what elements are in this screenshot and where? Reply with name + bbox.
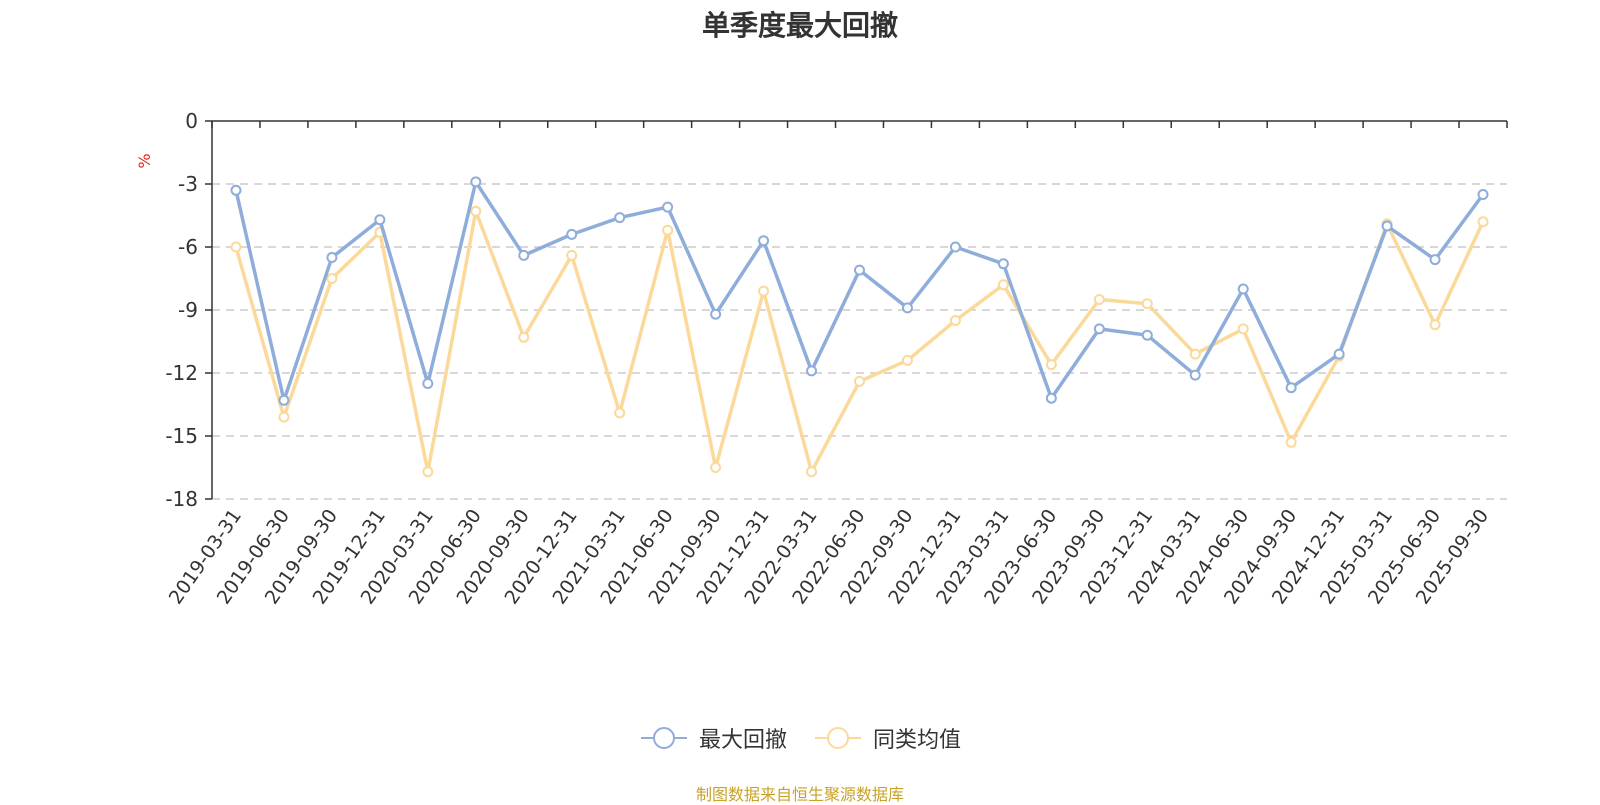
data-point	[662, 224, 674, 236]
legend-marker-icon	[815, 727, 861, 749]
data-point	[326, 252, 338, 263]
data-point	[710, 308, 722, 320]
legend-label: 最大回撤	[698, 728, 787, 753]
data-point	[1477, 189, 1489, 200]
data-point	[278, 411, 290, 423]
data-point	[1189, 348, 1201, 360]
y-tick-label: -15	[165, 424, 198, 448]
data-point	[1093, 323, 1105, 335]
data-point	[1285, 436, 1297, 448]
data-point	[710, 462, 722, 473]
data-point	[566, 249, 578, 261]
y-axis-unit: %	[135, 153, 154, 168]
y-tick-label: -6	[178, 235, 198, 259]
data-point	[1141, 298, 1153, 310]
legend-marker-icon	[640, 727, 687, 749]
legend-item-series-1[interactable]: 最大回撤	[639, 722, 787, 754]
data-point	[1237, 283, 1249, 295]
data-point	[1045, 392, 1057, 404]
data-point	[1189, 369, 1201, 381]
data-point	[758, 235, 770, 247]
data-point	[997, 258, 1009, 270]
data-point	[1093, 294, 1105, 305]
y-tick-label: -18	[165, 487, 198, 511]
data-point	[518, 331, 530, 343]
y-tick-label: -9	[178, 298, 198, 322]
data-point	[614, 407, 626, 419]
series-layer	[230, 176, 1489, 478]
legend-item-series-2[interactable]: 同类均值	[813, 722, 961, 754]
data-point	[566, 228, 578, 240]
data-point	[997, 279, 1009, 291]
data-point	[470, 205, 482, 217]
series-line	[234, 209, 1485, 474]
data-point	[518, 249, 530, 261]
series-1	[230, 176, 1489, 406]
data-point	[901, 354, 913, 366]
legend: 最大回撤 同类均值	[0, 722, 1600, 754]
data-point	[1141, 329, 1153, 341]
data-point	[1477, 216, 1489, 228]
data-point	[854, 264, 865, 276]
data-point	[901, 302, 913, 314]
data-point	[230, 241, 242, 253]
data-point	[230, 184, 242, 196]
grid-lines	[212, 183, 1507, 500]
data-point	[949, 315, 961, 326]
chart-title: 单季度最大回撤	[701, 9, 898, 42]
data-point	[949, 241, 961, 253]
y-tick-label: 0	[185, 109, 198, 133]
data-point	[1333, 348, 1345, 360]
data-point	[806, 365, 818, 377]
data-point	[278, 394, 290, 406]
data-point	[470, 176, 482, 188]
data-point	[374, 214, 386, 226]
source-note: 制图数据来自恒生聚源数据库	[695, 785, 904, 804]
data-point	[1381, 220, 1393, 232]
data-point	[1237, 323, 1249, 335]
data-point	[662, 201, 674, 213]
series-2	[230, 205, 1489, 478]
y-tick-label: -3	[178, 172, 198, 196]
data-point	[1045, 359, 1057, 371]
data-point	[614, 212, 626, 224]
data-point	[326, 273, 338, 284]
data-point	[854, 375, 865, 387]
series-line	[234, 180, 1485, 403]
data-point	[1285, 382, 1297, 394]
data-point	[422, 378, 434, 389]
data-point	[1429, 319, 1441, 331]
data-point	[806, 466, 818, 478]
data-point	[758, 285, 770, 297]
y-tick-label: -12	[165, 361, 198, 385]
data-point	[1429, 254, 1441, 266]
data-point	[422, 466, 434, 478]
legend-label: 同类均值	[873, 728, 962, 753]
